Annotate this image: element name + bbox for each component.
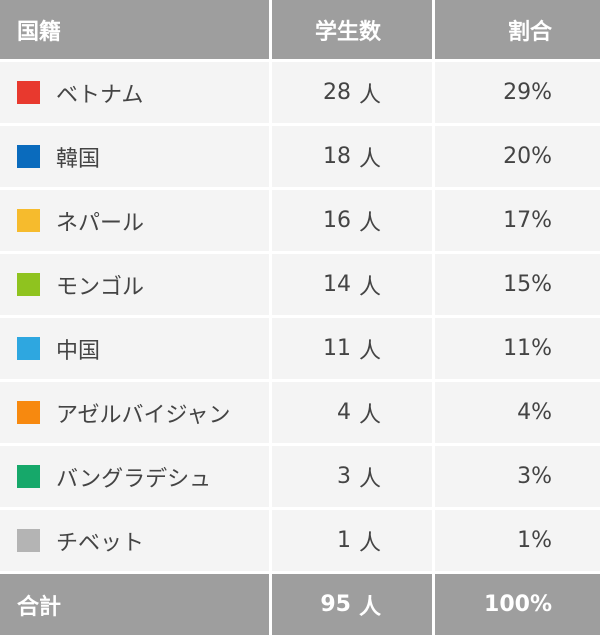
table-row-nationality: チベット [0,510,272,574]
nationality-name: モンゴル [56,274,145,300]
ratio-value: 3% [517,464,552,489]
student-count: 18 [322,144,351,169]
unit-label: 人 [358,402,381,428]
table-row-nationality: アゼルバイジャン [0,382,272,446]
unit-label: 人 [358,146,381,172]
table-row-nationality: 韓国 [0,126,272,190]
table-row-nationality: ネパール [0,190,272,254]
ratio-value: 11% [503,336,552,361]
color-swatch [17,465,40,488]
table-row-students: 11 人 [272,318,435,382]
header-ratio: 割合 [435,0,600,62]
ratio-value: 20% [503,144,552,169]
unit-label: 人 [358,210,381,236]
table-row-ratio: 1% [435,510,600,574]
student-count: 28 [322,80,351,105]
table-row-students: 16 人 [272,190,435,254]
nationality-name: アゼルバイジャン [56,402,231,428]
student-count: 11 [322,336,351,361]
unit-label: 人 [358,530,381,556]
footer-total: 合計 [0,574,272,635]
table-row-ratio: 29% [435,62,600,126]
color-swatch [17,529,40,552]
color-swatch [17,337,40,360]
student-count: 1 [336,528,351,553]
table-row-nationality: ベトナム [0,62,272,126]
table-row-students: 28 人 [272,62,435,126]
unit-label: 人 [358,82,381,108]
table-row-students: 18 人 [272,126,435,190]
unit-label: 人 [358,594,381,620]
header-students: 学生数 [272,0,435,62]
ratio-value: 1% [517,528,552,553]
total-count: 95 [320,592,351,617]
header-nationality: 国籍 [0,0,272,62]
table-row-ratio: 3% [435,446,600,510]
ratio-value: 4% [517,400,552,425]
table-row-ratio: 4% [435,382,600,446]
student-count: 4 [336,400,351,425]
nationality-name: 中国 [56,338,101,364]
table-row-ratio: 11% [435,318,600,382]
nationality-name: 韓国 [56,146,101,172]
color-swatch [17,273,40,296]
color-swatch [17,81,40,104]
ratio-value: 15% [503,272,552,297]
color-swatch [17,209,40,232]
nationality-name: チベット [56,530,145,556]
unit-label: 人 [358,274,381,300]
nationality-name: ネパール [56,210,145,236]
table-row-students: 14 人 [272,254,435,318]
table-row-ratio: 15% [435,254,600,318]
footer-total-students: 95 人 [272,574,435,635]
total-label: 合計 [17,594,62,620]
ratio-value: 29% [503,80,552,105]
color-swatch [17,401,40,424]
student-count: 16 [322,208,351,233]
table-row-nationality: モンゴル [0,254,272,318]
unit-label: 人 [358,466,381,492]
nationality-name: ベトナム [56,82,144,108]
table-row-nationality: 中国 [0,318,272,382]
table-row-nationality: バングラデシュ [0,446,272,510]
total-ratio: 100% [484,592,552,617]
header-ratio-label: 割合 [507,19,552,45]
footer-total-ratio: 100% [435,574,600,635]
color-swatch [17,145,40,168]
header-students-label: 学生数 [314,19,381,45]
unit-label: 人 [358,338,381,364]
table-row-ratio: 17% [435,190,600,254]
ratio-value: 17% [503,208,552,233]
student-count: 14 [322,272,351,297]
header-nationality-label: 国籍 [17,19,62,45]
table-row-ratio: 20% [435,126,600,190]
nationality-name: バングラデシュ [56,466,212,492]
student-count: 3 [336,464,351,489]
